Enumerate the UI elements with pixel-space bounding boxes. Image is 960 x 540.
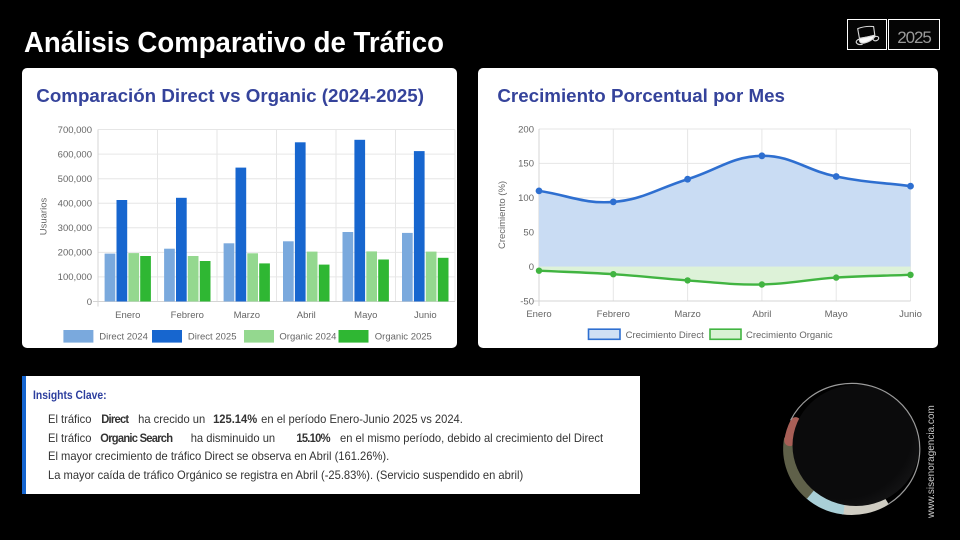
svg-text:400,000: 400,000 [58, 199, 92, 210]
svg-text:Crecimiento (%): Crecimiento (%) [497, 181, 508, 249]
svg-text:0: 0 [529, 262, 534, 273]
svg-text:Usuarios: Usuarios [39, 198, 50, 236]
svg-text:100,000: 100,000 [58, 272, 92, 283]
svg-text:200: 200 [518, 124, 534, 135]
svg-text:Febrero: Febrero [171, 310, 204, 321]
svg-text:Marzo: Marzo [674, 309, 700, 320]
svg-text:700,000: 700,000 [58, 125, 92, 136]
svg-text:300,000: 300,000 [58, 223, 92, 234]
svg-text:Organic 2025: Organic 2025 [375, 332, 432, 343]
svg-text:Junio: Junio [414, 310, 437, 321]
svg-text:Marzo: Marzo [234, 310, 260, 321]
svg-text:100: 100 [518, 193, 534, 204]
svg-text:Mayo: Mayo [354, 310, 377, 321]
svg-text:Crecimiento Direct: Crecimiento Direct [626, 330, 704, 341]
svg-text:Mayo: Mayo [825, 309, 848, 320]
svg-text:-50: -50 [520, 296, 534, 307]
svg-text:Febrero: Febrero [597, 309, 630, 320]
svg-text:Direct 2025: Direct 2025 [188, 332, 237, 343]
svg-text:Direct 2024: Direct 2024 [99, 332, 148, 343]
svg-text:Junio: Junio [899, 309, 922, 320]
svg-text:500,000: 500,000 [58, 174, 92, 185]
svg-text:0: 0 [87, 297, 92, 308]
svg-text:Enero: Enero [526, 309, 551, 320]
svg-text:50: 50 [523, 228, 534, 239]
svg-text:600,000: 600,000 [58, 149, 92, 160]
svg-text:Organic 2024: Organic 2024 [279, 332, 336, 343]
svg-text:200,000: 200,000 [58, 248, 92, 259]
svg-text:Abril: Abril [297, 310, 316, 321]
svg-text:Enero: Enero [115, 310, 140, 321]
svg-text:150: 150 [518, 159, 534, 170]
svg-text:Crecimiento Organic: Crecimiento Organic [746, 330, 833, 341]
svg-text:Abril: Abril [752, 309, 771, 320]
